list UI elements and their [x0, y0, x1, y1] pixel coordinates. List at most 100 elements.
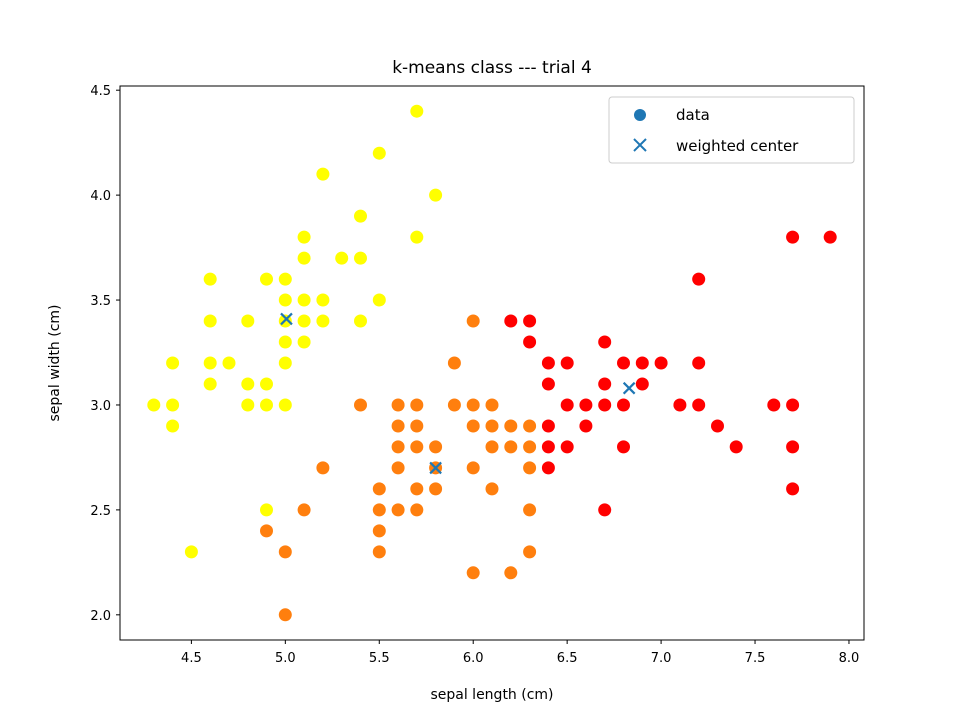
- data-point-cluster-3: [692, 272, 706, 286]
- data-point-cluster-1: [335, 251, 349, 265]
- data-point-cluster-3: [767, 398, 781, 412]
- data-point-cluster-2: [391, 503, 405, 517]
- data-point-cluster-1: [316, 293, 330, 307]
- data-point-cluster-2: [372, 524, 386, 538]
- y-tick-label: 4.0: [90, 189, 111, 204]
- plot-frame: [119, 85, 865, 641]
- data-point-cluster-3: [617, 398, 630, 412]
- data-point-cluster-1: [166, 419, 180, 433]
- data-point-cluster-3: [579, 419, 593, 433]
- data-point-cluster-3: [560, 356, 574, 370]
- data-point-cluster-2: [523, 419, 537, 433]
- data-point-cluster-1: [241, 398, 255, 412]
- x-tick-label: 5.5: [369, 651, 390, 666]
- data-point-cluster-1: [260, 377, 273, 391]
- data-point-cluster-3: [541, 440, 555, 454]
- data-point-cluster-2: [504, 440, 518, 454]
- data-point-cluster-1: [260, 503, 273, 517]
- data-point-cluster-1: [278, 398, 292, 412]
- data-point-cluster-2: [372, 503, 386, 517]
- data-point-cluster-3: [786, 440, 800, 454]
- data-point-cluster-1: [241, 377, 255, 391]
- data-point-cluster-2: [466, 314, 480, 328]
- data-point-cluster-2: [260, 524, 273, 538]
- data-point-cluster-1: [278, 356, 292, 370]
- data-point-cluster-3: [729, 440, 743, 454]
- data-point-cluster-1: [278, 293, 292, 307]
- data-point-cluster-2: [485, 440, 499, 454]
- data-point-cluster-3: [560, 398, 574, 412]
- data-point-cluster-3: [673, 398, 687, 412]
- data-point-cluster-1: [372, 293, 386, 307]
- data-point-cluster-2: [485, 482, 499, 496]
- data-point-cluster-2: [372, 482, 386, 496]
- data-point-cluster-3: [823, 230, 837, 244]
- data-point-cluster-3: [786, 482, 800, 496]
- data-point-cluster-1: [297, 314, 311, 328]
- legend-center-marker: [633, 138, 647, 152]
- data-point-cluster-2: [485, 419, 499, 433]
- y-tick-label: 3.5: [90, 294, 111, 309]
- data-point-cluster-1: [316, 314, 330, 328]
- data-point-cluster-1: [166, 398, 180, 412]
- data-point-cluster-2: [447, 398, 461, 412]
- data-point-cluster-2: [410, 419, 424, 433]
- data-point-cluster-1: [410, 104, 424, 118]
- data-point-cluster-3: [541, 377, 555, 391]
- data-point-cluster-3: [523, 335, 537, 349]
- data-point-cluster-1: [297, 293, 311, 307]
- x-tick-label: 8.0: [839, 651, 860, 666]
- y-tick-label: 2.0: [90, 609, 111, 624]
- legend-box: [608, 96, 855, 164]
- data-point-cluster-1: [297, 230, 311, 244]
- data-point-cluster-1: [260, 398, 273, 412]
- x-tick-label: 5.0: [275, 651, 296, 666]
- data-point-cluster-2: [410, 482, 424, 496]
- data-point-cluster-1: [203, 314, 217, 328]
- data-point-cluster-1: [260, 272, 273, 286]
- data-point-cluster-1: [372, 146, 386, 160]
- data-point-cluster-2: [523, 503, 537, 517]
- data-point-cluster-2: [316, 461, 330, 475]
- data-point-cluster-3: [711, 419, 724, 433]
- data-point-cluster-1: [278, 335, 292, 349]
- data-point-cluster-3: [598, 503, 612, 517]
- y-tick-label: 3.0: [90, 399, 111, 414]
- data-points: [147, 104, 837, 622]
- data-point-cluster-3: [541, 419, 555, 433]
- data-point-cluster-2: [523, 440, 537, 454]
- data-point-cluster-1: [297, 251, 311, 265]
- data-point-cluster-2: [391, 419, 405, 433]
- data-point-cluster-3: [541, 461, 555, 475]
- y-tick-label: 4.5: [90, 84, 111, 99]
- data-point-cluster-1: [203, 356, 217, 370]
- data-point-cluster-3: [504, 314, 518, 328]
- data-point-cluster-1: [297, 335, 311, 349]
- data-point-cluster-2: [466, 419, 480, 433]
- x-axis-label: sepal length (cm): [430, 687, 553, 703]
- data-point-cluster-3: [786, 398, 800, 412]
- x-tick-label: 6.5: [557, 651, 578, 666]
- data-point-cluster-2: [504, 419, 518, 433]
- data-point-cluster-2: [410, 440, 424, 454]
- y-tick-label: 2.5: [90, 504, 111, 519]
- data-point-cluster-2: [485, 398, 499, 412]
- data-point-cluster-1: [316, 167, 330, 181]
- data-point-cluster-2: [466, 461, 480, 475]
- data-point-cluster-3: [598, 377, 612, 391]
- data-point-cluster-1: [184, 545, 198, 559]
- data-point-cluster-1: [203, 377, 217, 391]
- data-point-cluster-3: [541, 356, 555, 370]
- legend-data-marker: [634, 109, 646, 121]
- y-axis-ticks: 2.0 2.5 3.0 3.5 4.0 4.5: [90, 84, 120, 624]
- data-point-cluster-2: [391, 440, 405, 454]
- data-point-cluster-2: [429, 440, 443, 454]
- data-point-cluster-2: [429, 482, 443, 496]
- weighted-center-marker: [429, 461, 442, 475]
- data-point-cluster-2: [278, 608, 292, 622]
- data-point-cluster-3: [598, 398, 612, 412]
- data-point-cluster-2: [372, 545, 386, 559]
- data-point-cluster-2: [523, 545, 537, 559]
- data-point-cluster-2: [466, 566, 480, 580]
